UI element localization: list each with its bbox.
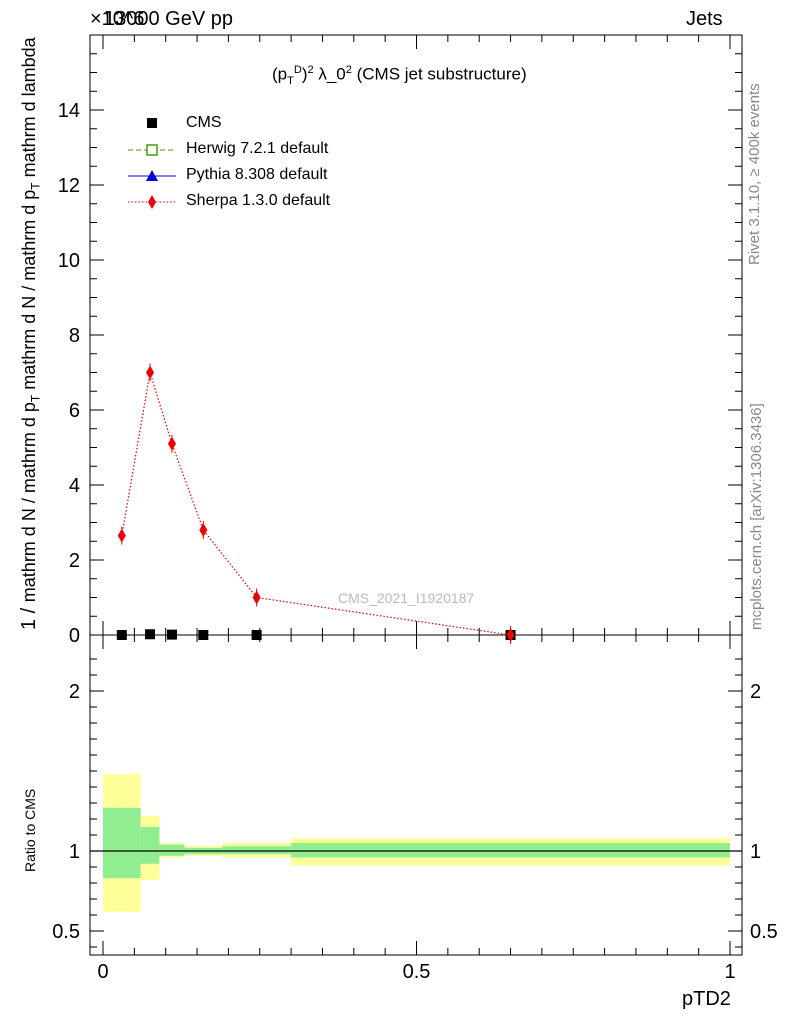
ratio-inner-band-bin — [291, 843, 730, 858]
legend-marker-cms — [147, 118, 157, 128]
x-axis-label: pTD2 — [682, 988, 731, 1010]
main-y-tick-label: 4 — [69, 475, 80, 497]
data-point-sherpa — [506, 628, 515, 642]
legend-label-cms: CMS — [186, 114, 222, 131]
ratio-inner-band-bin — [103, 807, 141, 879]
data-point-sherpa — [167, 436, 176, 451]
ratio-inner-band-bin — [159, 844, 185, 856]
data-point-sherpa — [199, 523, 208, 537]
main-frame — [89, 34, 743, 636]
main-y-tick-label: 10 — [58, 250, 80, 272]
data-point-cms — [251, 630, 262, 640]
energy-label: 13000 GeV pp — [104, 8, 233, 30]
data-point-sherpa — [252, 590, 261, 605]
y-axis-exponent-label: ×10^6 — [90, 8, 145, 30]
legend-label-herwig: Herwig 7.2.1 default — [186, 140, 329, 157]
ratio-inner-band-bin — [140, 827, 160, 864]
data-point-sherpa — [117, 528, 126, 543]
main-y-tick-label: 12 — [58, 175, 80, 197]
main-y-tick-label: 8 — [69, 325, 80, 347]
main-y-tick-label: 2 — [69, 550, 80, 572]
ratio-y-tick-label: 1 — [69, 841, 80, 863]
main-y-tick-label: 0 — [69, 625, 80, 647]
data-point-cms — [198, 630, 209, 640]
ratio-frame — [89, 634, 743, 956]
legend-marker-sherpa — [148, 195, 156, 209]
main-y-tick-label: 14 — [58, 100, 80, 122]
data-point-cms — [145, 629, 156, 640]
legend-label-pythia: Pythia 8.308 default — [186, 166, 328, 183]
ratio-inner-band-bin — [222, 846, 292, 855]
data-point-sherpa — [146, 365, 155, 380]
data-point-cms — [166, 629, 177, 640]
process-label: Jets — [686, 8, 723, 30]
x-tick-label: 0.5 — [403, 961, 431, 983]
plot-title: (pTD)2 λ_02 (CMS jet substructure) — [272, 64, 527, 88]
legend-marker-pythia — [146, 170, 158, 181]
analysis-watermark: CMS_2021_I1920187 — [338, 590, 475, 606]
ratio-y-tick-label-right: 0.5 — [750, 921, 778, 943]
x-tick-label: 1 — [724, 961, 735, 983]
ratio-y-tick-label: 2 — [69, 681, 80, 703]
ratio-y-tick-label: 0.5 — [52, 921, 80, 943]
ratio-y-tick-label-right: 2 — [750, 681, 761, 703]
x-tick-label: 0 — [97, 961, 108, 983]
main-y-tick-label: 6 — [69, 400, 80, 422]
data-point-cms — [116, 630, 127, 640]
legend-label-sherpa: Sherpa 1.3.0 default — [186, 192, 331, 209]
legend-marker-herwig — [146, 144, 158, 156]
series-line — [121, 372, 511, 636]
ratio-y-tick-label-right: 1 — [750, 841, 761, 863]
legend-markers — [128, 118, 176, 209]
